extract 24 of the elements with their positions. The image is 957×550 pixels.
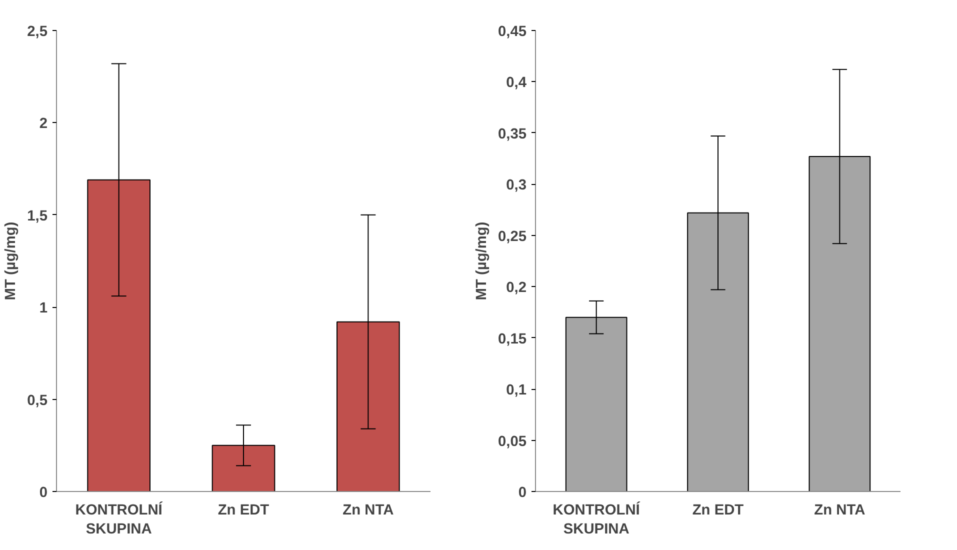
y-tick-label: 0,35 <box>498 126 527 142</box>
y-tick-label: 0,25 <box>498 228 527 245</box>
y-tick-label: 0,4 <box>506 75 528 92</box>
y-tick-label: 2,5 <box>27 24 48 40</box>
x-tick-label: KONTROLNÍ SKUPINA <box>75 502 164 538</box>
y-axis-title: MT (µg/mg) <box>3 222 20 300</box>
y-tick-label: 0,5 <box>27 392 48 409</box>
y-tick-label: 0,45 <box>498 24 527 40</box>
y-tick-label: 1,5 <box>27 208 48 224</box>
y-tick-label: 0,3 <box>506 178 526 194</box>
x-tick-label: Zn EDT <box>692 502 744 518</box>
y-tick-label: 0 <box>39 485 48 501</box>
y-tick-label: 0,1 <box>506 382 526 399</box>
x-tick-label: KONTROLNÍ SKUPINA <box>552 502 641 538</box>
y-tick-label: 2 <box>39 116 48 132</box>
y-tick-label: 0,05 <box>498 434 527 450</box>
x-tick-label: Zn NTA <box>342 502 394 518</box>
y-axis-title: MT (µg/mg) <box>474 222 490 300</box>
y-tick-label: 0 <box>518 485 527 501</box>
y-tick-label: 0,2 <box>506 280 526 296</box>
x-tick-label: Zn EDT <box>218 502 270 518</box>
y-tick-label: 0,15 <box>498 331 527 348</box>
y-tick-label: 1 <box>39 300 48 317</box>
x-tick-label: Zn NTA <box>814 502 866 518</box>
